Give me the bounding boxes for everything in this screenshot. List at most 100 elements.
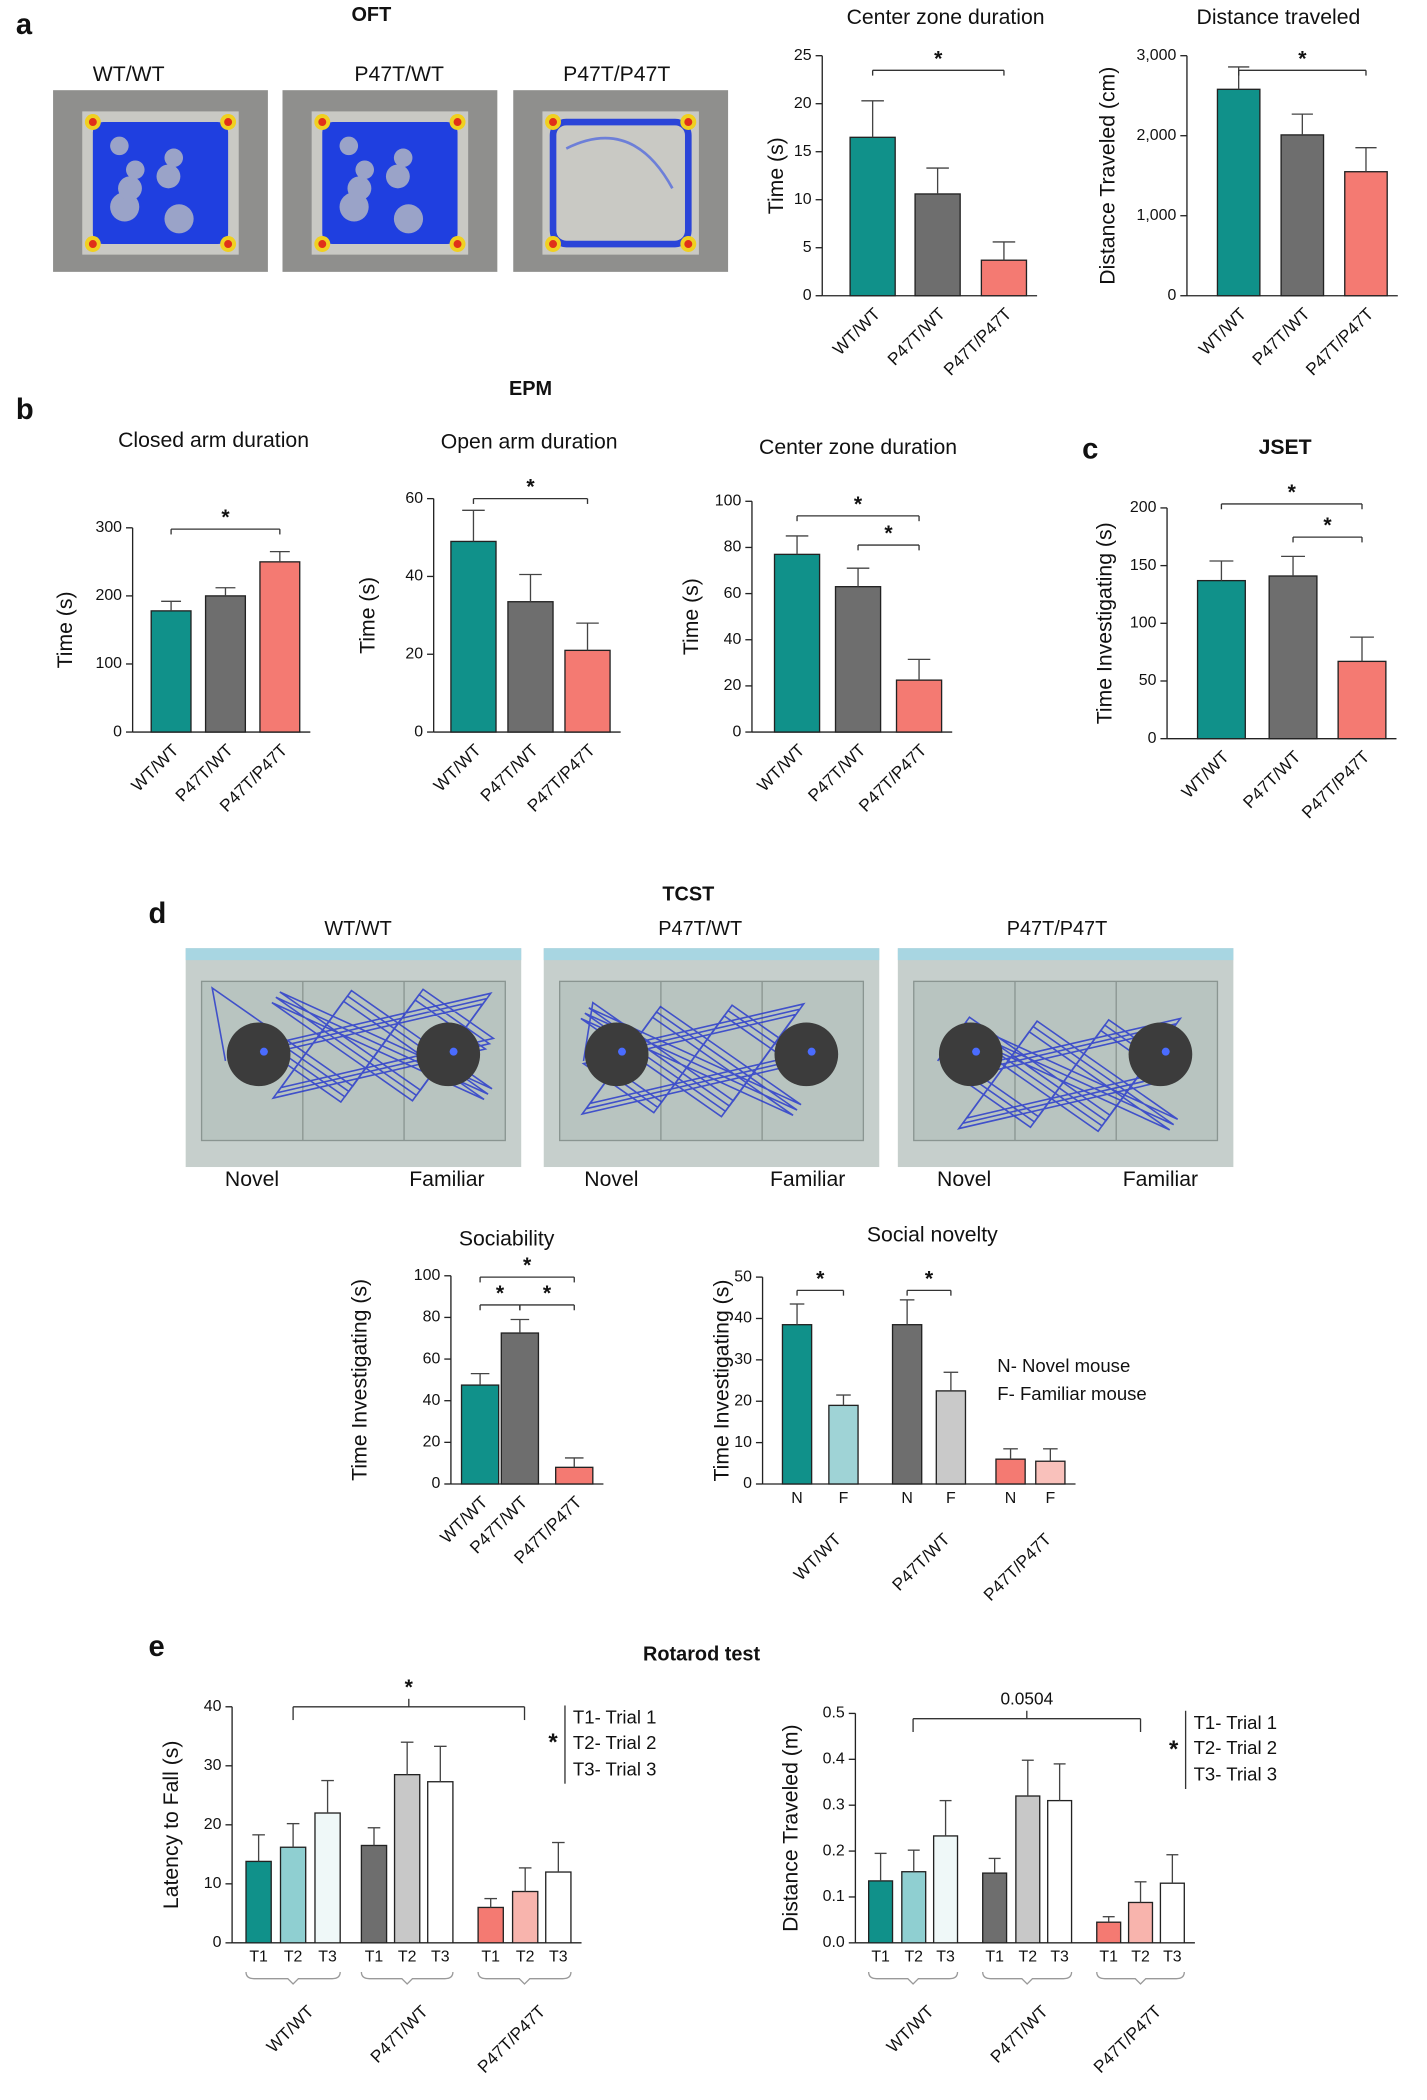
- heat-core: [224, 240, 233, 248]
- x-tick-label: WT/WT: [753, 740, 809, 796]
- heat-hole: [339, 136, 359, 156]
- y-axis-label: Time Investigating (s): [1094, 522, 1117, 724]
- x-tick-label: WT/WT: [262, 2001, 318, 2057]
- significance-label: *: [1323, 514, 1332, 537]
- x-sub-label: T1: [1099, 1949, 1118, 1966]
- bar: [204, 595, 247, 733]
- chamber-label: Novel: [937, 1168, 991, 1191]
- section-title: OFT: [351, 4, 391, 26]
- x-sub-label: T3: [549, 1949, 568, 1966]
- section-title: EPM: [509, 378, 552, 400]
- y-tick-label: 0: [743, 1475, 752, 1492]
- significance-label: *: [854, 493, 863, 516]
- bar: [314, 1812, 341, 1944]
- x-sub-label: T3: [1050, 1949, 1069, 1966]
- y-tick-label: 40: [423, 1392, 441, 1409]
- heat-core: [549, 240, 558, 248]
- group-bracket: [982, 1971, 1073, 1985]
- y-tick-label: 25: [794, 47, 812, 64]
- y-tick-label: 10: [794, 191, 812, 208]
- bar: [849, 136, 896, 297]
- cup: [584, 1022, 649, 1087]
- heat-core: [88, 118, 97, 126]
- bar: [891, 1324, 923, 1485]
- x-sub-label: T2: [904, 1949, 923, 1966]
- y-tick-label: 150: [1130, 557, 1157, 574]
- x-tick-label: WT/WT: [429, 740, 485, 796]
- bar: [507, 601, 554, 733]
- bar: [980, 259, 1028, 297]
- panel-letter: a: [16, 9, 33, 41]
- cup-dot: [972, 1047, 981, 1056]
- x-tick-label: WT/WT: [829, 303, 885, 359]
- y-tick-label: 40: [724, 631, 742, 648]
- section-title: TCST: [662, 883, 714, 905]
- bar: [995, 1458, 1026, 1485]
- x-sub-label: T2: [284, 1949, 303, 1966]
- y-tick-label: 20: [204, 1816, 222, 1833]
- bar: [1035, 1460, 1066, 1485]
- y-tick-label: 100: [1130, 615, 1157, 632]
- bar: [1268, 575, 1318, 740]
- bar: [1159, 1882, 1185, 1944]
- chamber-label: Novel: [225, 1168, 279, 1191]
- cup: [1128, 1022, 1193, 1087]
- y-tick-label: 3,000: [1137, 47, 1177, 64]
- bar: [360, 1844, 388, 1944]
- y-tick-label: 0: [213, 1934, 222, 1951]
- bar: [1337, 660, 1387, 740]
- y-tick-label: 20: [794, 95, 812, 112]
- significance-label: *: [221, 506, 230, 529]
- significance-label: *: [1288, 481, 1297, 504]
- cup-dot: [449, 1047, 458, 1056]
- panel-letter: d: [149, 898, 167, 930]
- heat-core: [453, 118, 462, 126]
- x-sub-label: T2: [1019, 1949, 1038, 1966]
- legend-note: T2- Trial 2: [1194, 1737, 1277, 1758]
- y-tick-label: 30: [204, 1757, 222, 1774]
- panel-letter: c: [1082, 434, 1098, 466]
- y-tick-label: 60: [724, 585, 742, 602]
- bar: [834, 586, 882, 733]
- x-sub-label: T1: [871, 1949, 890, 1966]
- significance-label: *: [526, 476, 535, 499]
- cup: [938, 1022, 1003, 1087]
- x-tick-label: P47T/P47T: [473, 2001, 549, 2077]
- y-axis-label: Time Investigating (s): [348, 1279, 371, 1481]
- cup-dot: [807, 1047, 816, 1056]
- y-tick-label: 20: [405, 645, 423, 662]
- bar: [867, 1880, 894, 1944]
- significance-label: *: [934, 47, 943, 70]
- bar: [901, 1871, 927, 1944]
- heat-hole: [393, 148, 413, 168]
- x-sub-label: T3: [936, 1949, 955, 1966]
- x-tick-label: P47T/P47T: [1089, 2001, 1165, 2077]
- x-tick-label: P47T/WT: [366, 2001, 432, 2067]
- chart-title: Center zone duration: [759, 436, 957, 459]
- y-tick-label: 20: [734, 1392, 752, 1409]
- y-tick-label: 0: [732, 723, 741, 740]
- y-tick-label: 0.2: [823, 1842, 845, 1859]
- image-label: P47T/WT: [658, 918, 742, 940]
- y-axis-label: Distance Traveled (cm): [1096, 67, 1119, 285]
- chart-title: Social novelty: [867, 1224, 998, 1247]
- legend-note: N- Novel mouse: [997, 1355, 1130, 1376]
- bar: [259, 561, 301, 733]
- y-tick-label: 200: [1130, 499, 1157, 516]
- y-axis-label: Time (s): [680, 578, 703, 655]
- chart-title: Sociability: [459, 1228, 555, 1251]
- heat-hole: [110, 136, 129, 156]
- y-tick-label: 60: [423, 1350, 441, 1367]
- x-sub-label: T1: [249, 1949, 268, 1966]
- significance-label: 0.0504: [1000, 1689, 1053, 1709]
- x-tick-label: P47T/WT: [1248, 303, 1314, 369]
- x-sub-label: N: [901, 1490, 913, 1507]
- y-tick-label: 0.5: [823, 1705, 845, 1722]
- bar: [555, 1466, 594, 1485]
- group-bracket: [360, 1971, 454, 1985]
- bar: [935, 1390, 967, 1485]
- tcst-strip: [185, 948, 522, 961]
- chamber-label: Novel: [584, 1168, 638, 1191]
- bar: [511, 1890, 539, 1944]
- legend-note: T2- Trial 2: [573, 1732, 656, 1753]
